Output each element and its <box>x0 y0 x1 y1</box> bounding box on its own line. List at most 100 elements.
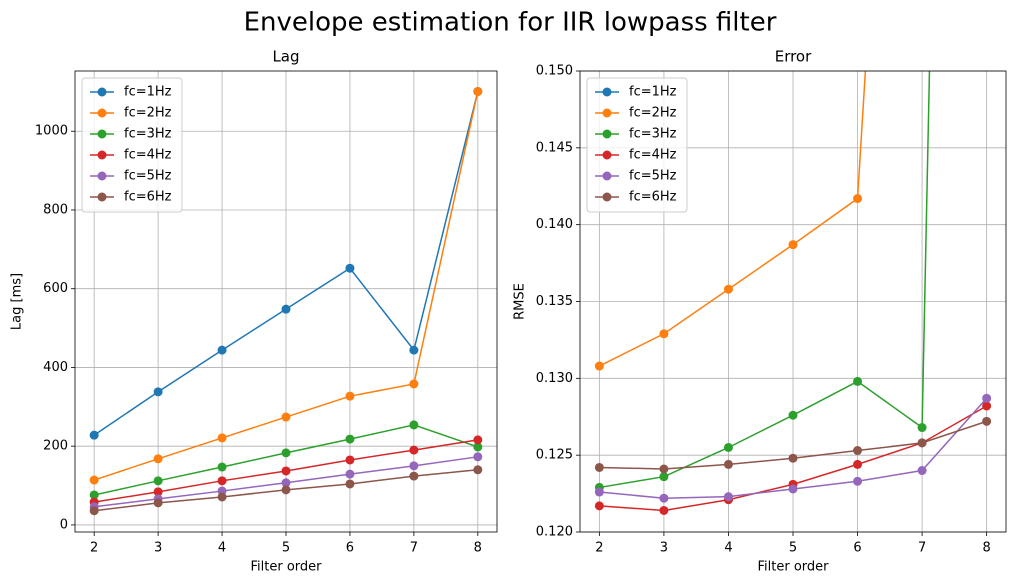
x-tick-label: 5 <box>789 541 797 556</box>
data-point <box>409 471 419 481</box>
data-point <box>982 416 992 426</box>
data-point <box>473 86 483 96</box>
data-point <box>89 430 99 440</box>
data-point <box>473 452 483 462</box>
legend-marker <box>97 87 107 97</box>
data-point <box>853 376 863 386</box>
legend-label: fc=5Hz <box>124 169 172 184</box>
data-point <box>409 461 419 471</box>
data-point <box>89 506 99 516</box>
data-point <box>594 462 604 472</box>
x-tick-label: 3 <box>154 541 162 556</box>
data-point <box>345 263 355 273</box>
data-point <box>409 345 419 355</box>
legend-label: fc=1Hz <box>124 85 172 100</box>
legend-label: fc=5Hz <box>629 169 677 184</box>
legend-marker <box>602 87 612 97</box>
legend-marker <box>97 171 107 181</box>
legend-label: fc=2Hz <box>629 106 677 121</box>
data-point <box>659 472 669 482</box>
legend-marker <box>602 192 612 202</box>
legend-label: fc=1Hz <box>629 85 677 100</box>
data-point <box>853 194 863 204</box>
data-point <box>217 462 227 472</box>
data-point <box>982 401 992 411</box>
legend-label: fc=3Hz <box>629 127 677 142</box>
x-tick-label: 2 <box>90 541 98 556</box>
legend: fc=1Hz fc=2Hz fc=3Hz fc=4Hz fc=5Hz fc=6Hz <box>81 77 183 213</box>
y-tick-label: 0.135 <box>536 294 573 309</box>
data-point <box>281 485 291 495</box>
data-point <box>982 393 992 403</box>
legend: fc=1Hz fc=2Hz fc=3Hz fc=4Hz fc=5Hz fc=6Hz <box>586 77 688 213</box>
data-point <box>594 501 604 511</box>
axes: Error Filter order RMSE 2 3 4 5 6 7 8 0.120 0.125 0.… <box>513 48 1007 575</box>
legend-marker <box>602 150 612 160</box>
data-point <box>659 493 669 503</box>
y-tick-label: 0.150 <box>536 64 573 79</box>
legend-label: fc=4Hz <box>629 148 677 163</box>
y-tick-label: 600 <box>43 281 68 296</box>
data-point <box>853 476 863 486</box>
x-tick-label: 8 <box>474 541 482 556</box>
data-point <box>917 423 927 433</box>
data-point <box>917 466 927 476</box>
legend-marker <box>97 129 107 139</box>
x-tick-label: 7 <box>410 541 418 556</box>
y-tick-label: 400 <box>43 360 68 375</box>
legend-marker <box>602 108 612 118</box>
data-point <box>723 492 733 502</box>
data-point <box>788 240 798 250</box>
figure-title: Envelope estimation for IIR lowpass filt… <box>244 8 777 38</box>
plot-area <box>594 71 992 515</box>
data-point <box>153 487 163 497</box>
data-point <box>345 434 355 444</box>
data-point <box>659 505 669 515</box>
data-point <box>788 410 798 420</box>
data-point <box>473 465 483 475</box>
legend-box <box>81 77 183 213</box>
x-tick-label: 6 <box>853 541 861 556</box>
data-point <box>659 329 669 339</box>
data-point <box>217 345 227 355</box>
data-point <box>281 478 291 488</box>
data-point <box>281 448 291 458</box>
axes: Lag Filter order Lag [ms] 2 3 4 5 6 7 8 0 200 400 600… <box>10 48 498 575</box>
legend-label: fc=2Hz <box>124 106 172 121</box>
data-point <box>473 442 483 452</box>
data-point <box>217 492 227 502</box>
y-tick-label: 0.145 <box>536 140 573 155</box>
legend-marker <box>97 192 107 202</box>
data-point <box>153 498 163 508</box>
data-point <box>281 466 291 476</box>
y-tick-label: 200 <box>43 439 68 454</box>
legend-marker <box>602 129 612 139</box>
x-tick-label: 8 <box>982 541 990 556</box>
data-point <box>788 453 798 463</box>
data-point <box>788 484 798 494</box>
x-tick-label: 2 <box>595 541 603 556</box>
data-point <box>153 454 163 464</box>
legend-marker <box>97 108 107 118</box>
data-point <box>217 476 227 486</box>
y-axis-label: RMSE <box>513 283 528 320</box>
legend-label: fc=6Hz <box>629 190 677 205</box>
y-tick-label: 0.140 <box>536 217 573 232</box>
y-tick-label: 0.125 <box>536 448 573 463</box>
data-point <box>153 387 163 397</box>
x-tick-label: 7 <box>918 541 926 556</box>
y-tick-label: 0 <box>60 517 68 532</box>
axes-frame <box>74 70 498 533</box>
data-point <box>473 435 483 445</box>
y-tick-label: 1000 <box>35 124 68 139</box>
x-axis-label: Filter order <box>251 560 323 575</box>
data-point <box>659 464 669 474</box>
data-point <box>917 438 927 448</box>
data-point <box>723 442 733 452</box>
x-tick-label: 4 <box>724 541 732 556</box>
x-axis-label: Filter order <box>758 560 830 575</box>
y-tick-label: 0.120 <box>536 525 573 540</box>
data-point <box>89 475 99 485</box>
legend-label: fc=6Hz <box>124 190 172 205</box>
